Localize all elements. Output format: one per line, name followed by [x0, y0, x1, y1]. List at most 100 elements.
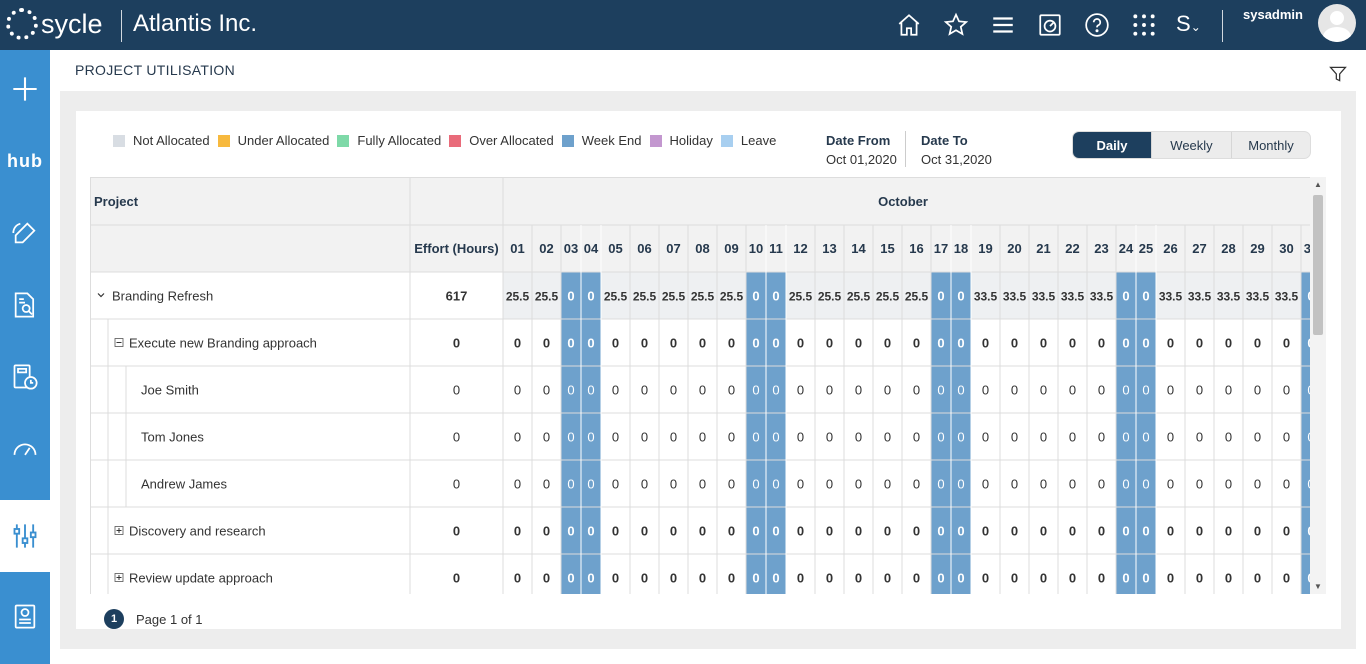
hub-icon[interactable]: hub	[0, 125, 50, 197]
day-value: 0	[587, 383, 594, 398]
utilisation-icon[interactable]	[0, 500, 50, 572]
day-header: 22	[1065, 241, 1079, 256]
effort-header: Effort (Hours)	[414, 241, 499, 256]
row-name[interactable]: Discovery and research	[129, 524, 266, 539]
apps-grid-icon[interactable]	[1129, 10, 1159, 40]
daily-button[interactable]: Daily	[1073, 132, 1152, 158]
weekly-button[interactable]: Weekly	[1152, 132, 1232, 158]
vertical-scrollbar[interactable]: ▲ ▼	[1310, 177, 1326, 594]
row-name[interactable]: Execute new Branding approach	[129, 336, 317, 351]
star-icon[interactable]	[941, 10, 971, 40]
report-icon[interactable]	[0, 580, 50, 652]
search-doc-icon[interactable]	[0, 269, 50, 341]
day-value: 33.5	[974, 290, 998, 304]
month-header: October	[878, 194, 928, 209]
day-value: 0	[1167, 477, 1174, 492]
help-icon[interactable]	[1082, 10, 1112, 40]
grid-row-bg	[91, 460, 1310, 507]
summary-cell-bg	[630, 272, 659, 319]
gauge-icon[interactable]	[0, 413, 50, 485]
chevron-down-icon[interactable]	[97, 293, 105, 298]
row-name[interactable]: Review update approach	[129, 571, 273, 586]
day-value: 0	[1142, 571, 1149, 586]
calculator-clock-icon[interactable]	[0, 341, 50, 413]
day-header: 26	[1163, 241, 1177, 256]
day-value: 0	[772, 477, 779, 492]
day-value: 0	[612, 524, 619, 539]
day-value: 0	[1098, 571, 1105, 586]
date-divider	[905, 131, 906, 167]
avatar[interactable]	[1318, 4, 1356, 42]
day-value: 0	[826, 571, 833, 586]
summary-cell-bg	[1272, 272, 1301, 319]
legend-label: Week End	[581, 133, 642, 148]
day-value: 0	[1122, 524, 1129, 539]
day-value: 0	[543, 383, 550, 398]
grid-row-bg	[91, 413, 1310, 460]
day-header: 30	[1279, 241, 1293, 256]
day-value: 0	[982, 571, 989, 586]
home-icon[interactable]	[894, 10, 924, 40]
sycle-logo[interactable]: sycle	[6, 8, 103, 40]
weekend-column	[1136, 272, 1156, 594]
day-value: 0	[699, 336, 706, 351]
username[interactable]: sysadmin	[1243, 7, 1303, 22]
day-value: 0	[699, 430, 706, 445]
day-value: 0	[543, 524, 550, 539]
scroll-down-icon[interactable]: ▼	[1314, 582, 1322, 591]
edit-icon[interactable]	[0, 197, 50, 269]
day-value: 0	[957, 571, 964, 586]
row-name[interactable]: Branding Refresh	[112, 289, 213, 304]
date-from[interactable]: Date From Oct 01,2020	[826, 133, 897, 167]
legend-swatch	[113, 134, 125, 147]
day-header: 10	[749, 241, 763, 256]
summary-cell-bg	[786, 272, 815, 319]
day-value: 25.5	[506, 290, 530, 304]
add-icon[interactable]	[0, 53, 50, 125]
day-value: 0	[1307, 571, 1310, 586]
day-value: 0	[543, 336, 550, 351]
day-value: 0	[1254, 336, 1261, 351]
day-value: 0	[1196, 383, 1203, 398]
day-value: 0	[543, 430, 550, 445]
day-value: 0	[752, 430, 759, 445]
day-value: 0	[728, 383, 735, 398]
day-value: 0	[728, 477, 735, 492]
day-value: 0	[1167, 430, 1174, 445]
day-value: 0	[1011, 524, 1018, 539]
utilisation-grid: Project Effort (Hours) October 01 02 03 04 05 06…	[90, 177, 1310, 594]
day-value: 0	[884, 383, 891, 398]
day-value: 25.5	[662, 290, 686, 304]
date-to[interactable]: Date To Oct 31,2020	[921, 133, 992, 167]
weekend-column	[931, 272, 951, 594]
day-value: 0	[641, 524, 648, 539]
day-value: 0	[1196, 430, 1203, 445]
day-value: 0	[826, 336, 833, 351]
legend-label: Holiday	[669, 133, 713, 148]
page-number-button[interactable]: 1	[104, 609, 124, 629]
scroll-up-icon[interactable]: ▲	[1314, 180, 1322, 189]
day-header: 16	[909, 241, 923, 256]
effort-value: 617	[446, 289, 468, 304]
day-value: 0	[855, 336, 862, 351]
day-value: 0	[1167, 571, 1174, 586]
day-value: 0	[884, 336, 891, 351]
day-value: 0	[1142, 524, 1149, 539]
grid-row-bg	[91, 366, 1310, 413]
filter-icon[interactable]	[1328, 64, 1348, 84]
day-value: 0	[772, 571, 779, 586]
scroll-thumb[interactable]	[1313, 195, 1323, 335]
day-value: 0	[587, 430, 594, 445]
day-value: 0	[567, 430, 574, 445]
day-value: 33.5	[1159, 290, 1183, 304]
day-value: 0	[772, 430, 779, 445]
day-value: 0	[514, 336, 521, 351]
day-value: 0	[957, 383, 964, 398]
day-value: 0	[772, 383, 779, 398]
legend-swatch	[217, 134, 230, 147]
menu-icon[interactable]	[988, 10, 1018, 40]
app-switcher[interactable]: S⌄	[1176, 11, 1201, 37]
day-value: 0	[1225, 336, 1232, 351]
monthly-button[interactable]: Monthly	[1248, 137, 1294, 153]
dashboard-icon[interactable]	[1035, 10, 1065, 40]
